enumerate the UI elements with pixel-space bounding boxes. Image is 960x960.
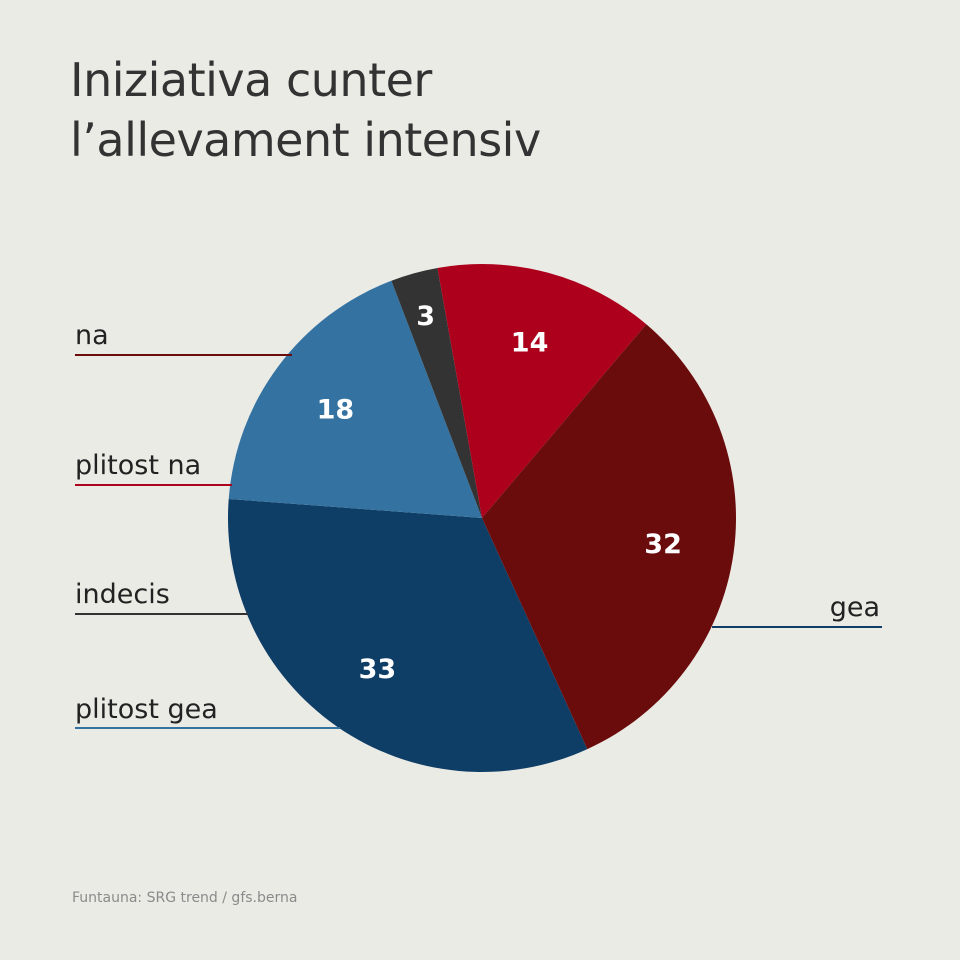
value-label-na: 32 xyxy=(644,529,682,560)
value-labels: 33 18 3 14 32 xyxy=(317,301,682,685)
value-label-gea: 33 xyxy=(359,654,397,685)
legend-label-na: na xyxy=(75,320,109,351)
legend-labels: gea plitost gea indecis plitost na na xyxy=(75,320,880,725)
chart-title-line-2: l’allevament intensiv xyxy=(70,113,541,167)
leader-lines xyxy=(75,354,882,729)
legend-label-indecis: indecis xyxy=(75,579,170,610)
source-note: Funtauna: SRG trend / gfs.berna xyxy=(72,890,298,906)
value-label-plitost-gea: 18 xyxy=(317,395,355,426)
value-label-plitost-na: 14 xyxy=(511,327,549,358)
legend-label-plitost-na: plitost na xyxy=(75,450,201,481)
chart-title-line-1: Iniziativa cunter xyxy=(70,53,432,107)
pie-slice-gea xyxy=(227,498,588,773)
legend-label-plitost-gea: plitost gea xyxy=(75,694,218,725)
pie-slice-na xyxy=(482,324,736,750)
pie-slice-indecis xyxy=(391,267,482,518)
pie-slices xyxy=(227,264,736,773)
pie-slice-plitost-gea xyxy=(228,280,482,518)
legend-label-gea: gea xyxy=(830,592,880,623)
pie-slice-plitost-na xyxy=(437,264,647,518)
value-label-indecis: 3 xyxy=(416,301,435,332)
chart-title: Iniziativa cunter l’allevament intensiv xyxy=(70,50,541,170)
